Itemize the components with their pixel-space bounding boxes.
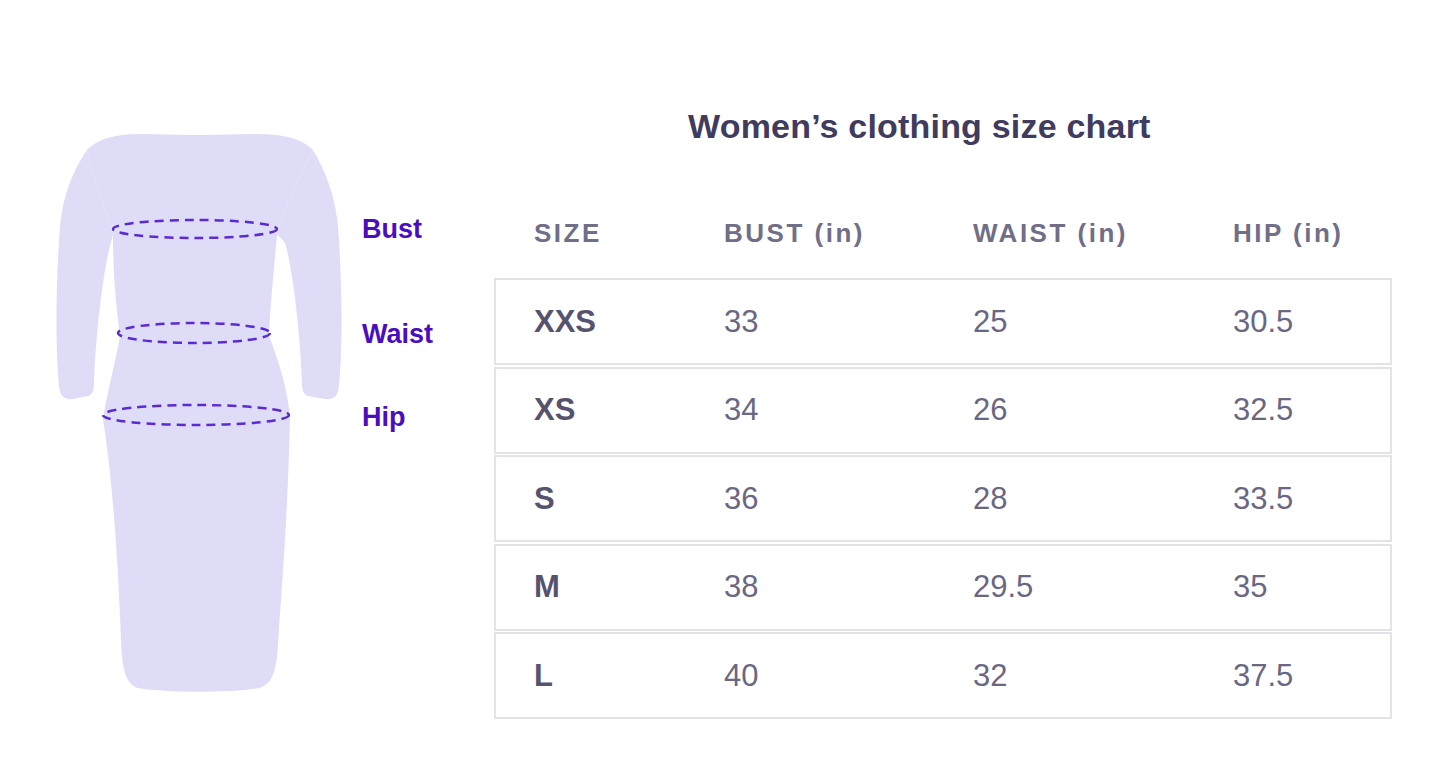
hip-cell: 33.5 <box>1195 481 1394 517</box>
page-title: Women’s clothing size chart <box>688 106 1151 146</box>
waist-label: Waist <box>362 318 433 350</box>
bust-label: Bust <box>362 213 422 245</box>
dress-body <box>87 134 313 692</box>
hip-cell: 32.5 <box>1195 392 1394 428</box>
column-header-bust: BUST (in) <box>684 217 933 249</box>
hip-cell: 37.5 <box>1195 658 1394 694</box>
dress-illustration <box>40 90 360 730</box>
size-cell: L <box>496 658 686 694</box>
table-row: XXS 33 25 30.5 <box>494 278 1392 365</box>
size-cell: XS <box>496 392 686 428</box>
hip-cell: 35 <box>1195 569 1394 605</box>
bust-cell: 40 <box>686 658 935 694</box>
waist-cell: 32 <box>935 658 1195 694</box>
column-header-waist: WAIST (in) <box>933 217 1193 249</box>
table-row: L 40 32 37.5 <box>494 632 1392 719</box>
waist-cell: 25 <box>935 304 1195 340</box>
bust-cell: 38 <box>686 569 935 605</box>
waist-cell: 28 <box>935 481 1195 517</box>
size-cell: S <box>496 481 686 517</box>
size-cell: M <box>496 569 686 605</box>
table-row: S 36 28 33.5 <box>494 455 1392 542</box>
bust-cell: 36 <box>686 481 935 517</box>
table-row: M 38 29.5 35 <box>494 544 1392 631</box>
size-table: XXS 33 25 30.5 XS 34 26 32.5 S 36 28 33.… <box>494 278 1392 721</box>
bust-cell: 33 <box>686 304 935 340</box>
waist-cell: 29.5 <box>935 569 1195 605</box>
hip-cell: 30.5 <box>1195 304 1394 340</box>
hip-label: Hip <box>362 401 406 433</box>
column-header-size: SIZE <box>494 217 684 249</box>
column-header-hip: HIP (in) <box>1193 217 1392 249</box>
size-cell: XXS <box>496 304 686 340</box>
bust-cell: 34 <box>686 392 935 428</box>
table-row: XS 34 26 32.5 <box>494 367 1392 454</box>
waist-cell: 26 <box>935 392 1195 428</box>
size-table-header: SIZE BUST (in) WAIST (in) HIP (in) <box>494 217 1392 249</box>
